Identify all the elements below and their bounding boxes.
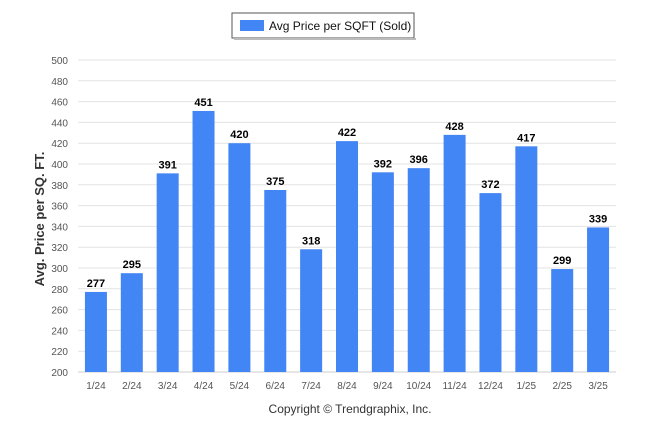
y-tick-label: 500 (51, 56, 68, 67)
x-tick-label: 1/25 (517, 381, 537, 392)
y-tick-label: 220 (51, 347, 68, 358)
y-tick-label: 480 (51, 77, 68, 88)
bar[interactable] (120, 273, 143, 372)
bar[interactable] (192, 110, 215, 373)
bar[interactable] (587, 227, 610, 372)
x-tick-label: 9/24 (373, 381, 393, 392)
data-label: 318 (302, 235, 320, 247)
data-label: 339 (589, 213, 607, 225)
data-label: 396 (410, 154, 428, 166)
x-tick-label: 12/24 (478, 381, 503, 392)
bar[interactable] (300, 249, 323, 372)
data-labels: 277 295 391 451 420 375 318 422 392 396 428 372 417 2… (87, 97, 607, 290)
x-tick-label: 2/25 (552, 381, 572, 392)
y-tick-label: 360 (51, 202, 68, 213)
x-tick-label: 1/24 (86, 381, 106, 392)
data-label: 299 (553, 255, 571, 267)
bar[interactable] (264, 190, 287, 372)
data-label: 372 (481, 179, 499, 191)
x-tick-label: 11/24 (442, 381, 467, 392)
data-label: 295 (123, 259, 141, 271)
bar[interactable] (228, 143, 251, 372)
x-tick-label: 10/24 (406, 381, 431, 392)
y-tick-label: 280 (51, 285, 68, 296)
bar[interactable] (84, 291, 107, 372)
legend-label: Avg Price per SQFT (Sold) (269, 19, 411, 33)
bars (84, 110, 610, 373)
data-label: 428 (445, 121, 463, 133)
y-tick-label: 400 (51, 160, 68, 171)
x-tick-label: 6/24 (266, 381, 286, 392)
bar[interactable] (336, 141, 358, 372)
bar[interactable] (371, 172, 394, 372)
y-tick-label: 240 (51, 326, 68, 337)
bar[interactable] (443, 134, 466, 372)
y-axis-title: Avg. Price per SQ. FT. (32, 152, 47, 287)
x-axis-ticks: 1/24 2/24 3/24 4/24 5/24 6/24 7/24 8/24 9/24 10/2… (86, 381, 608, 392)
copyright-text: Copyright © Trendgraphix, Inc. (269, 402, 432, 416)
x-tick-label: 7/24 (301, 381, 321, 392)
x-tick-label: 4/24 (194, 381, 214, 392)
y-tick-label: 200 (51, 368, 68, 379)
y-axis-ticks: 200 220 240 260 280 300 320 340 360 380 400 420 440 4… (51, 56, 68, 379)
y-tick-label: 440 (51, 118, 68, 129)
legend[interactable]: Avg Price per SQFT (Sold) (231, 12, 416, 40)
legend-box-shadow (234, 38, 416, 40)
x-tick-label: 3/25 (588, 381, 608, 392)
data-label: 391 (158, 159, 176, 171)
data-label: 277 (87, 278, 105, 290)
data-label: 451 (194, 97, 212, 109)
x-tick-label: 5/24 (230, 381, 250, 392)
x-tick-label: 8/24 (337, 381, 357, 392)
x-tick-label: 3/24 (158, 381, 178, 392)
bar[interactable] (479, 193, 502, 372)
y-tick-label: 320 (51, 243, 68, 254)
y-tick-label: 300 (51, 264, 68, 275)
data-label: 420 (230, 129, 248, 141)
x-tick-label: 2/24 (122, 381, 142, 392)
bar[interactable] (156, 173, 179, 372)
y-tick-label: 380 (51, 181, 68, 192)
bar[interactable] (515, 146, 538, 372)
data-label: 375 (266, 176, 284, 188)
y-tick-label: 340 (51, 222, 68, 233)
bar[interactable] (407, 168, 430, 372)
data-label: 422 (338, 127, 356, 139)
bar[interactable] (551, 269, 574, 372)
data-label: 392 (374, 158, 392, 170)
legend-swatch (240, 20, 264, 31)
data-label: 417 (517, 132, 535, 144)
y-tick-label: 420 (51, 139, 68, 150)
y-tick-label: 460 (51, 98, 68, 109)
y-tick-label: 260 (51, 306, 68, 317)
